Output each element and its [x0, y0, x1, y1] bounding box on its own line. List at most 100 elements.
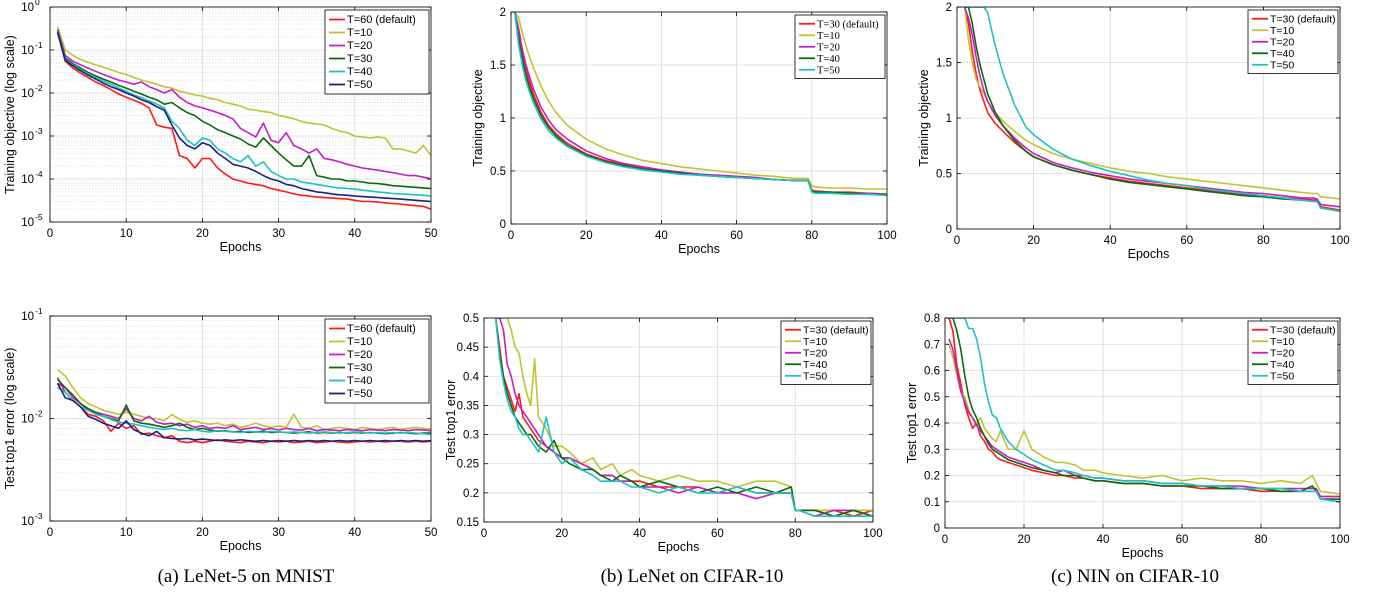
x-tick-label: 20 — [196, 228, 209, 240]
legend-label: T=50 — [803, 370, 827, 382]
legend-label: T=10 — [347, 27, 372, 39]
y-tick-label: 0.25 — [457, 459, 479, 471]
x-tick-label: 10 — [120, 527, 133, 539]
y-tick-label: 0.4 — [463, 371, 480, 383]
series-line-t-10 — [57, 368, 431, 431]
series-line-t-40 — [56, 31, 431, 197]
x-tick-label: 100 — [863, 528, 882, 540]
y-axis-label: Test top1 error — [444, 380, 458, 461]
y-tick-exponent: -2 — [35, 409, 43, 419]
x-tick-label: 30 — [272, 527, 285, 539]
series-line-t-10 — [963, 7, 1340, 200]
series-line-t-50 — [56, 383, 431, 443]
y-axis-label: Training objective — [917, 69, 931, 167]
y-tick-exponent: -4 — [35, 169, 43, 179]
legend-label: T=20 — [347, 40, 372, 52]
y-tick-label: 0.35 — [457, 400, 479, 412]
y-tick-label: 0.15 — [457, 517, 479, 529]
series-group — [948, 318, 1340, 503]
y-tick-exponent: -5 — [35, 212, 43, 222]
x-tick-label: 0 — [942, 534, 948, 546]
y-tick-exponent: -1 — [35, 40, 43, 50]
legend-label: T=60 (default) — [347, 14, 416, 26]
x-tick-label: 50 — [425, 228, 438, 240]
x-tick-label: 80 — [1255, 534, 1268, 546]
series-line-t-60-default — [56, 32, 431, 210]
y-tick-label: 10 — [21, 414, 34, 426]
x-tick-label: 20 — [1027, 235, 1040, 247]
y-tick-label: 10 — [21, 516, 34, 528]
x-tick-label: 0 — [508, 230, 514, 242]
y-tick-label: 0.6 — [924, 366, 940, 378]
legend-label: T=10 — [803, 336, 827, 348]
caption-c: (c) NIN on CIFAR-10 — [1051, 566, 1219, 587]
caption-a: (a) LeNet-5 on MNIST — [157, 566, 335, 587]
x-axis-label: Epochs — [658, 540, 700, 554]
x-tick-label: 30 — [272, 228, 285, 240]
y-tick-label: 2 — [500, 7, 506, 19]
legend-label: T=20 — [347, 349, 372, 361]
series-line-t-40 — [494, 318, 873, 518]
y-tick-label: 10 — [21, 45, 34, 57]
y-tick-label: 10 — [21, 217, 34, 229]
legend-label: T=10 — [1270, 25, 1294, 37]
x-tick-label: 60 — [711, 528, 724, 540]
y-tick-label: 1.5 — [490, 60, 506, 72]
chart-c-top: 0 20 40 60 80 100 0 0.5 1 1.5 2 Epochs Training obje… — [917, 2, 1350, 261]
x-tick-label: 60 — [730, 230, 743, 242]
legend: T=30 (default)T=10T=20T=40T=50 — [794, 14, 886, 79]
legend-label: T=20 — [1270, 36, 1294, 48]
legend-label: T=50 — [1270, 370, 1294, 382]
legend-label: T=30 (default) — [817, 19, 879, 30]
series-line-t-50 — [514, 12, 887, 197]
legend: T=60 (default)T=10T=20T=30T=40T=50 — [324, 318, 430, 404]
series-line-t-20 — [56, 29, 431, 180]
x-axis-label: Epochs — [220, 539, 262, 553]
legend-label: T=10 — [347, 336, 372, 348]
x-tick-label: 40 — [348, 228, 361, 240]
x-tick-label: 50 — [425, 527, 438, 539]
chart-c-bottom: 0 20 40 60 80 100 0 0.1 0.2 0.3 0.4 0.5 0.6 0.7 0.8 Epo… — [905, 313, 1350, 560]
x-tick-label: 20 — [1018, 534, 1031, 546]
legend-label: T=40 — [347, 375, 372, 387]
series-group — [963, 7, 1340, 212]
y-tick-exponent: -1 — [35, 306, 43, 316]
series-group — [56, 26, 431, 210]
x-tick-label: 0 — [47, 527, 53, 539]
series-line-t-40 — [514, 12, 887, 196]
x-tick-label: 40 — [1104, 235, 1117, 247]
grid — [49, 315, 432, 522]
y-tick-label: 0.5 — [490, 166, 506, 178]
legend-label: T=30 (default) — [1270, 324, 1336, 336]
x-tick-label: 40 — [348, 527, 361, 539]
series-line-t-60-default — [56, 377, 431, 444]
y-tick-label: 0.2 — [463, 488, 479, 500]
x-tick-label: 20 — [555, 528, 568, 540]
chart-b-bottom: 0 20 40 60 80 100 0.15 0.2 0.25 0.3 0.35 0.4 0.45 0.5… — [444, 313, 883, 554]
legend: T=60 (default)T=10T=20T=30T=40T=50 — [324, 9, 430, 95]
legend-label: T=30 (default) — [1270, 13, 1336, 25]
series-line-t-30 — [56, 30, 431, 190]
y-tick-label: 0 — [946, 224, 952, 236]
y-axis-label: Test top1 error (log scale) — [3, 348, 17, 490]
x-axis-label: Epochs — [678, 242, 720, 256]
y-tick-exponent: -3 — [35, 511, 43, 521]
series-line-t-50 — [56, 31, 431, 203]
legend-box — [324, 9, 430, 95]
legend-label: T=30 (default) — [803, 324, 869, 336]
y-tick-label: 1 — [500, 113, 506, 125]
series-line-t-50 — [949, 318, 1340, 503]
legend-label: T=30 — [347, 362, 372, 374]
legend: T=30 (default)T=10T=20T=40T=50 — [780, 320, 872, 385]
legend-label: T=20 — [803, 347, 827, 359]
y-tick-exponent: 0 — [35, 0, 40, 7]
x-tick-label: 100 — [1330, 534, 1349, 546]
series-line-t-40 — [964, 7, 1340, 212]
legend-label: T=50 — [1270, 59, 1294, 71]
plot-frame — [49, 6, 432, 223]
x-tick-label: 40 — [633, 528, 646, 540]
legend-label: T=50 — [347, 79, 372, 91]
legend-box — [324, 318, 430, 404]
y-tick-label: 10 — [21, 2, 34, 14]
series-line-t-10 — [514, 12, 887, 190]
